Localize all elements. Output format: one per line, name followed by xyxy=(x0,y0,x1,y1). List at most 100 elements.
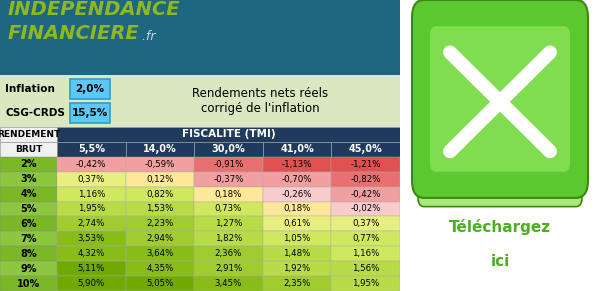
Bar xyxy=(0,172,57,187)
Bar xyxy=(263,217,331,231)
Text: 30,0%: 30,0% xyxy=(212,144,245,154)
Bar xyxy=(263,157,331,172)
Text: FINANCIERE: FINANCIERE xyxy=(8,24,140,43)
Bar xyxy=(57,246,125,261)
Text: -0,59%: -0,59% xyxy=(145,160,175,169)
Text: 4,32%: 4,32% xyxy=(77,249,105,258)
Bar xyxy=(331,142,400,157)
Text: 14,0%: 14,0% xyxy=(143,144,177,154)
Text: 0,18%: 0,18% xyxy=(215,190,242,198)
Bar xyxy=(331,202,400,217)
Text: -0,02%: -0,02% xyxy=(350,205,381,214)
Bar xyxy=(125,187,194,202)
Bar xyxy=(57,261,125,276)
Bar xyxy=(57,217,125,231)
Text: -1,13%: -1,13% xyxy=(282,160,313,169)
Bar xyxy=(125,202,194,217)
Text: 2,74%: 2,74% xyxy=(77,219,105,228)
Bar xyxy=(125,261,194,276)
Text: 0,37%: 0,37% xyxy=(352,219,379,228)
Bar xyxy=(331,157,400,172)
Text: 6%: 6% xyxy=(20,219,37,229)
Bar xyxy=(263,202,331,217)
Text: Inflation: Inflation xyxy=(5,84,55,94)
Text: 3,53%: 3,53% xyxy=(77,234,105,243)
FancyBboxPatch shape xyxy=(70,79,110,99)
Text: 1,92%: 1,92% xyxy=(283,264,311,273)
Text: -0,42%: -0,42% xyxy=(350,190,381,198)
Bar xyxy=(125,142,194,157)
Bar xyxy=(194,261,263,276)
Bar xyxy=(57,202,125,217)
Bar xyxy=(125,157,194,172)
Text: 0,61%: 0,61% xyxy=(283,219,311,228)
Text: -0,70%: -0,70% xyxy=(282,175,313,184)
Text: BRUT: BRUT xyxy=(15,145,42,154)
Text: 4%: 4% xyxy=(20,189,37,199)
Text: 1,05%: 1,05% xyxy=(283,234,311,243)
Bar xyxy=(331,276,400,291)
Text: 2,36%: 2,36% xyxy=(215,249,242,258)
Text: 1,56%: 1,56% xyxy=(352,264,379,273)
Text: 0,73%: 0,73% xyxy=(215,205,242,214)
Text: 45,0%: 45,0% xyxy=(349,144,383,154)
Text: 8%: 8% xyxy=(20,249,37,259)
Text: 41,0%: 41,0% xyxy=(280,144,314,154)
Text: 0,82%: 0,82% xyxy=(146,190,173,198)
Bar xyxy=(0,246,57,261)
Text: 1,95%: 1,95% xyxy=(77,205,105,214)
Text: -1,21%: -1,21% xyxy=(350,160,381,169)
Text: 2,94%: 2,94% xyxy=(146,234,173,243)
Text: 2,91%: 2,91% xyxy=(215,264,242,273)
Bar xyxy=(0,276,57,291)
Text: 1,95%: 1,95% xyxy=(352,279,379,288)
Bar xyxy=(57,187,125,202)
Bar xyxy=(0,187,57,202)
Bar xyxy=(0,157,57,172)
Text: 9%: 9% xyxy=(20,264,37,274)
Bar xyxy=(263,172,331,187)
Bar xyxy=(0,231,57,246)
Bar xyxy=(57,127,400,142)
Bar xyxy=(263,261,331,276)
Bar xyxy=(331,172,400,187)
FancyBboxPatch shape xyxy=(418,154,582,207)
Bar xyxy=(57,157,125,172)
Bar xyxy=(57,231,125,246)
Bar xyxy=(57,276,125,291)
Bar xyxy=(331,187,400,202)
Bar xyxy=(263,231,331,246)
Text: -0,42%: -0,42% xyxy=(76,160,107,169)
Text: 3,64%: 3,64% xyxy=(146,249,173,258)
Text: 3,45%: 3,45% xyxy=(215,279,242,288)
Bar xyxy=(0,261,57,276)
Text: .fr: .fr xyxy=(138,30,155,43)
Bar xyxy=(125,172,194,187)
Bar xyxy=(194,157,263,172)
Text: ici: ici xyxy=(490,254,509,269)
FancyBboxPatch shape xyxy=(430,26,570,172)
Bar xyxy=(263,187,331,202)
Text: CSG-CRDS: CSG-CRDS xyxy=(5,108,65,118)
Bar xyxy=(263,246,331,261)
Bar xyxy=(194,217,263,231)
Text: 2,23%: 2,23% xyxy=(146,219,173,228)
Text: 2%: 2% xyxy=(20,159,37,169)
Text: FISCALITE (TMI): FISCALITE (TMI) xyxy=(182,129,275,139)
Text: 5,11%: 5,11% xyxy=(77,264,105,273)
Text: 0,12%: 0,12% xyxy=(146,175,173,184)
Text: 1,16%: 1,16% xyxy=(352,249,379,258)
Bar xyxy=(125,246,194,261)
Text: 15,5%: 15,5% xyxy=(72,108,108,118)
Bar xyxy=(331,231,400,246)
Bar xyxy=(194,246,263,261)
Bar xyxy=(57,172,125,187)
Text: -0,26%: -0,26% xyxy=(282,190,313,198)
Bar xyxy=(0,217,57,231)
Text: Téléchargez: Téléchargez xyxy=(449,219,551,235)
Text: 3%: 3% xyxy=(20,174,37,184)
Bar xyxy=(125,231,194,246)
Text: 0,37%: 0,37% xyxy=(77,175,105,184)
Text: INDEPENDANCE: INDEPENDANCE xyxy=(8,0,181,19)
Bar xyxy=(331,217,400,231)
